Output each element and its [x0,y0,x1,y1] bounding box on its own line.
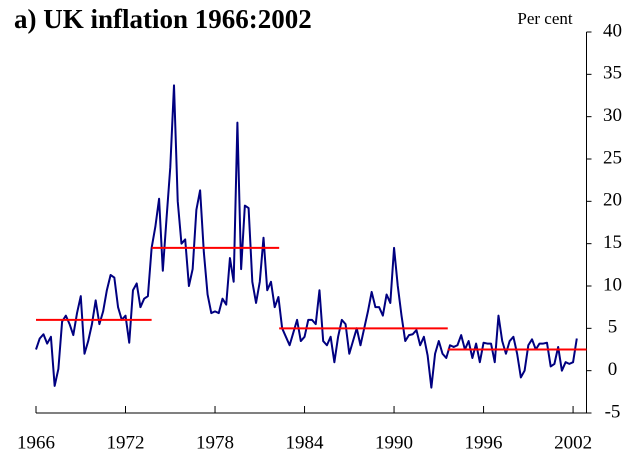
x-tick-label: 1966 [17,432,55,453]
y-tick-label: 25 [603,147,622,168]
x-tick-label: 2002 [554,432,592,453]
y-tick-label: 5 [608,317,618,338]
y-tick-label: 35 [603,63,622,84]
y-tick-label: -5 [605,401,621,422]
y-tick-label: 15 [603,232,622,253]
x-tick-label: 1990 [375,432,413,453]
y-axis-label: Per cent [517,9,573,28]
chart-title: a) UK inflation 1966:2002 [14,4,312,34]
y-tick-label: 30 [603,105,622,126]
data-line [35,84,578,389]
x-tick-label: 1978 [196,432,234,453]
y-tick-label: 10 [603,274,622,295]
y-tick-label: 20 [603,190,622,211]
x-tick-label: 1972 [107,432,145,453]
y-tick-label: 40 [603,20,622,41]
x-tick-label: 1996 [465,432,503,453]
x-tick-label: 1984 [286,432,325,453]
y-tick-label: 0 [608,359,618,380]
